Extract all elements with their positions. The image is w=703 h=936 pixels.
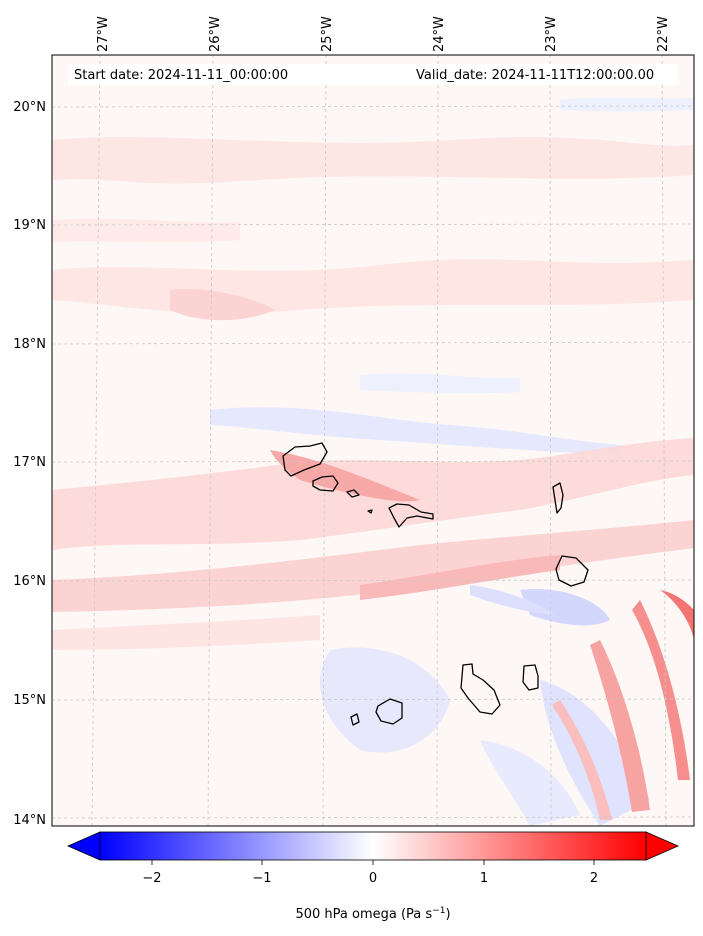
island-sao-vicente (312, 475, 339, 492)
lat-tick-label: 20°N (13, 100, 46, 115)
colorbar-tick-label: 1 (480, 871, 488, 886)
island-brava (350, 713, 360, 726)
header-background (68, 64, 678, 85)
colorbar: −2 −1 0 1 2 500 hPa omega (Pa s−1) (67, 831, 679, 922)
lon-tick-label: 22°W (656, 16, 671, 52)
lat-tick-label: 17°N (13, 455, 46, 470)
island-maio (522, 664, 539, 691)
header-box: Start date: 2024-11-11_00:00:00 Valid_da… (68, 64, 678, 85)
lon-tick-label: 23°W (544, 16, 559, 52)
colorbar-label-prefix: 500 hPa omega (Pa s (295, 907, 432, 922)
colorbar-body (99, 831, 647, 861)
colorbar-label-exponent: −1 (432, 906, 445, 916)
colorbar-ticks (151, 860, 595, 865)
map-panel: Start date: 2024-11-11_00:00:00 Valid_da… (51, 54, 695, 827)
lat-tick-label: 16°N (13, 574, 46, 589)
island-sao-nicolau (388, 503, 434, 528)
map-frame (51, 54, 695, 827)
lat-tick-label: 14°N (13, 813, 46, 828)
valid-date-label: Valid_date: 2024-11-11T12:00:00.00 (416, 68, 654, 83)
lon-tick-label: 27°W (96, 16, 111, 52)
gridlines (52, 55, 694, 826)
lon-tick-label: 26°W (208, 16, 223, 52)
island-branco (367, 509, 373, 514)
lat-tick-label: 19°N (13, 218, 46, 233)
colorbar-tick-label: 2 (590, 871, 598, 886)
longitude-labels: 27°W 26°W 25°W 24°W 23°W 22°W (96, 16, 671, 52)
start-date-label: Start date: 2024-11-11_00:00:00 (74, 68, 288, 83)
island-santiago (460, 663, 501, 715)
coastlines (282, 442, 589, 726)
latitude-labels: 20°N 19°N 18°N 17°N 16°N 15°N 14°N (13, 100, 46, 828)
colorbar-tick-label: 0 (369, 871, 377, 886)
island-santo-antao (282, 442, 328, 477)
lon-tick-label: 25°W (320, 16, 335, 52)
omega-field (52, 97, 694, 826)
colorbar-extend-max (645, 831, 679, 861)
colorbar-tick-label: −2 (142, 871, 161, 886)
lat-tick-label: 18°N (13, 337, 46, 352)
colorbar-label-suffix: ) (445, 907, 450, 922)
colorbar-label: 500 hPa omega (Pa s−1) (295, 906, 450, 922)
lon-tick-label: 24°W (432, 16, 447, 52)
lat-tick-label: 15°N (13, 693, 46, 708)
colorbar-tick-label: −1 (252, 871, 271, 886)
island-santa-luzia (346, 489, 360, 498)
colorbar-extend-min (67, 831, 101, 861)
island-fogo (375, 698, 403, 725)
island-boa-vista (555, 555, 589, 587)
island-sal (552, 482, 564, 514)
